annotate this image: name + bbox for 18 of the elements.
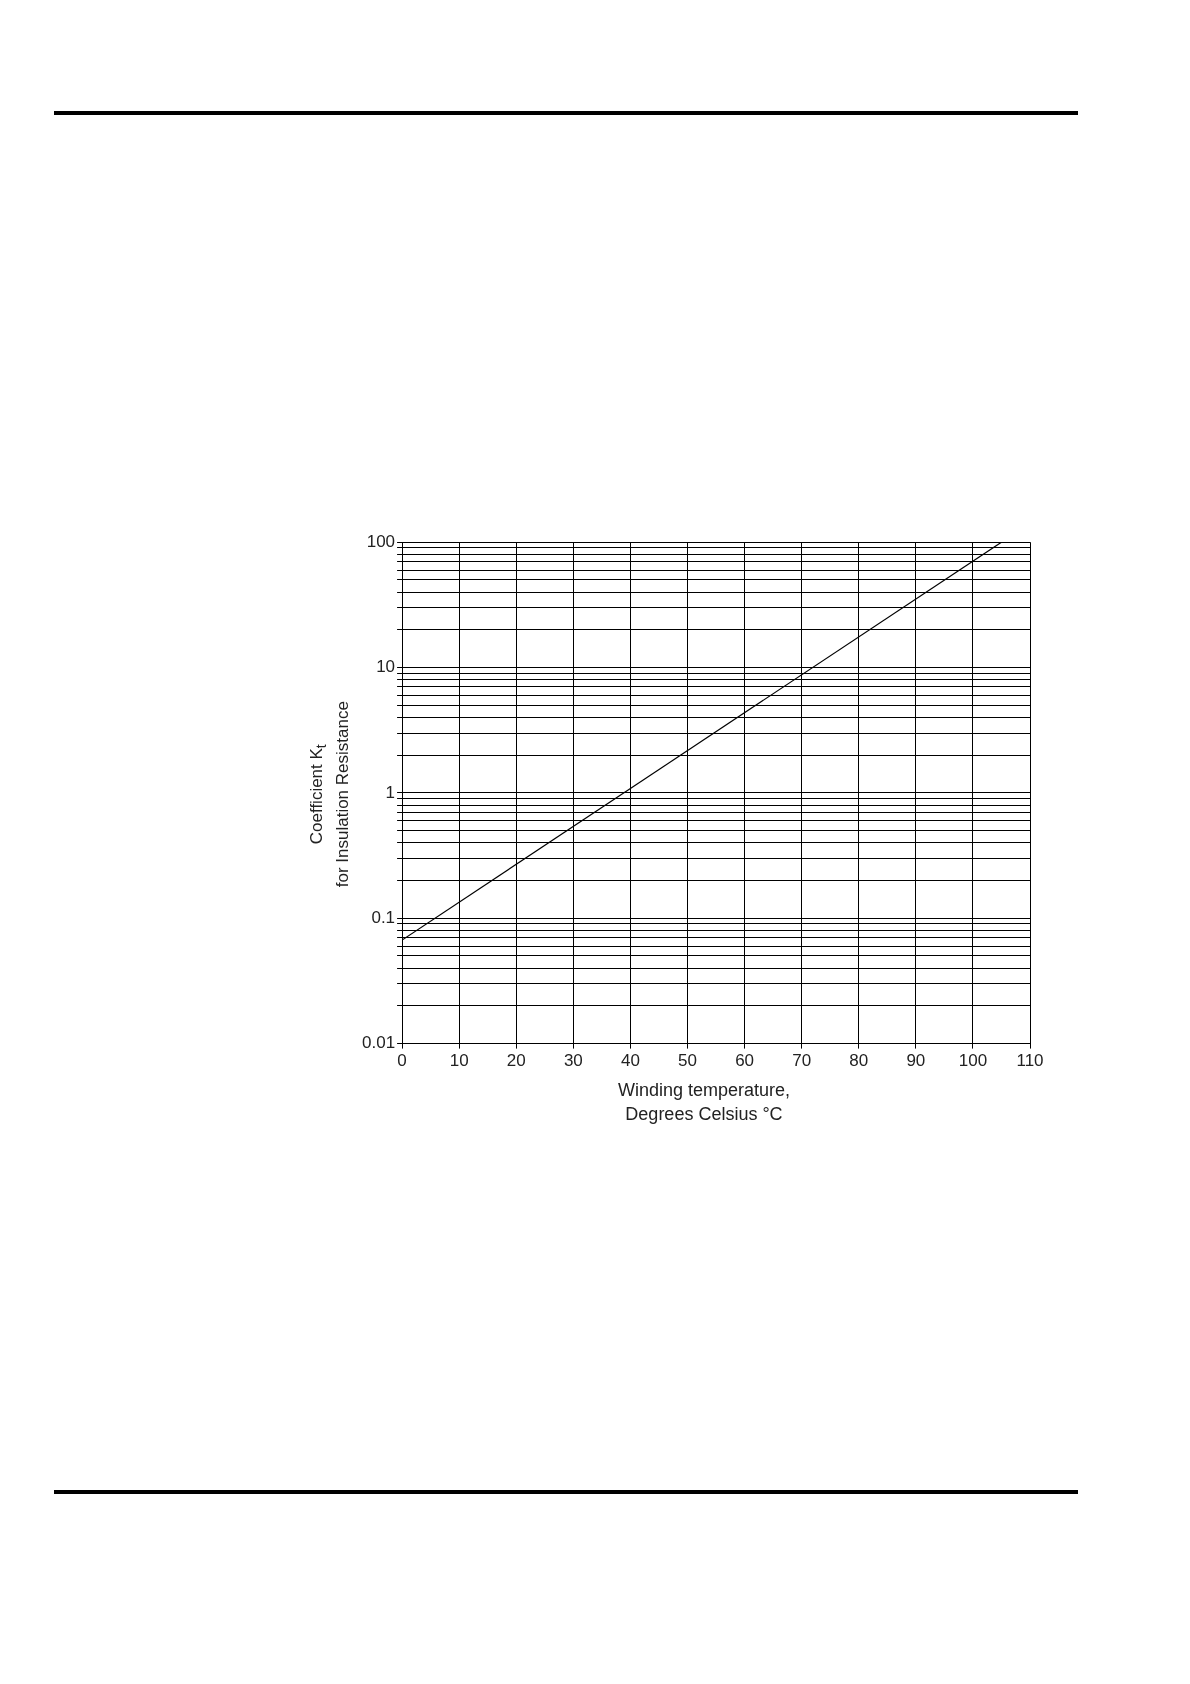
x-tick-label: 20 xyxy=(506,1051,526,1071)
x-tick-label: 90 xyxy=(906,1051,926,1071)
y-tick-label: 0.1 xyxy=(371,907,396,927)
x-tick-label: 60 xyxy=(735,1051,755,1071)
x-tick-label: 110 xyxy=(1016,1051,1044,1071)
x-tick-label: 50 xyxy=(678,1051,697,1071)
x-tick-label: 100 xyxy=(958,1051,988,1071)
x-tick-label: 10 xyxy=(449,1051,469,1071)
x-tick-label: 0 xyxy=(397,1051,407,1071)
y-tick-label: 1 xyxy=(385,782,396,802)
y-tick-label: 0.01 xyxy=(361,1033,396,1053)
x-tick-label: 80 xyxy=(849,1051,869,1071)
y-tick-label: 100 xyxy=(366,531,396,551)
y-tick-label: 10 xyxy=(376,657,396,677)
x-tick-label: 40 xyxy=(620,1051,640,1071)
x-axis-title: Winding temperature, Degrees Celsius °C xyxy=(616,1079,792,1126)
x-tick-label: 70 xyxy=(792,1051,812,1071)
x-tick-label: 30 xyxy=(563,1051,583,1071)
